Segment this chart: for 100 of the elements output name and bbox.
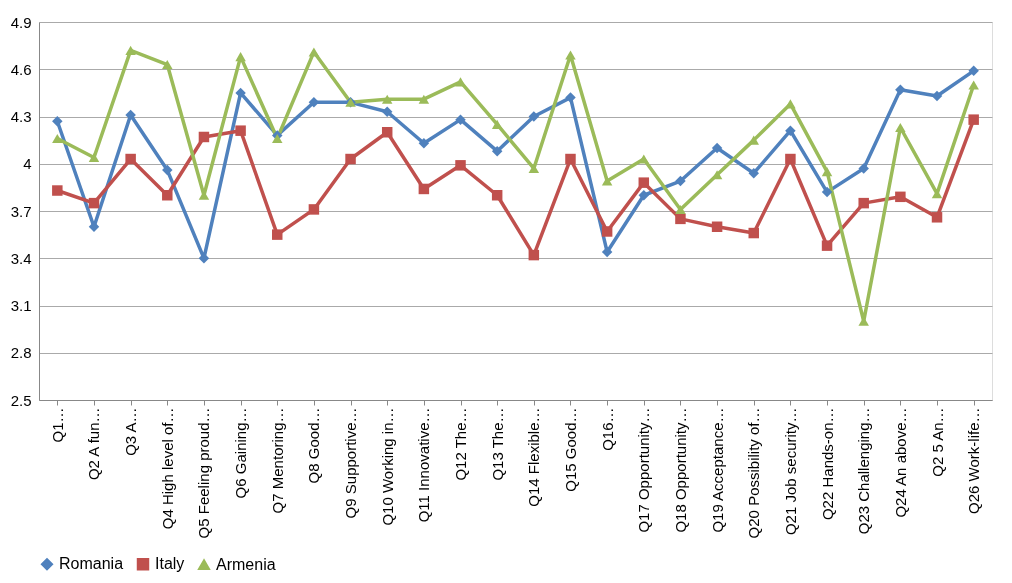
point — [162, 164, 173, 176]
point — [785, 125, 796, 136]
x-tick-label: Q12 The… — [452, 407, 470, 481]
point — [455, 77, 466, 87]
point — [565, 50, 576, 60]
point — [418, 94, 430, 104]
point — [895, 84, 906, 95]
x-tick-label: Q16… — [598, 407, 616, 451]
y-tick-label: 3.1 — [10, 297, 32, 314]
point — [858, 197, 869, 209]
x-tick-label: Q13 The… — [488, 407, 506, 481]
legend-label: Italy — [155, 555, 185, 573]
point — [455, 160, 466, 171]
point — [418, 138, 430, 149]
x-tick-label: Q11 Innovative… — [415, 407, 433, 523]
y-tick-label: 4 — [23, 155, 32, 173]
point — [88, 152, 100, 162]
legend-label: Romania — [59, 555, 124, 573]
point — [895, 191, 906, 203]
point — [931, 90, 943, 102]
point — [968, 114, 979, 125]
x-tick-label: Q3 A… — [122, 407, 140, 456]
point — [638, 190, 650, 201]
y-tick-label: 3.4 — [10, 249, 32, 267]
x-tick-label: Q2 5 An… — [928, 407, 946, 477]
point — [785, 153, 796, 165]
x-tick-label: Q9 Supportive… — [342, 407, 360, 519]
point — [235, 87, 246, 99]
x-tick-label: Q15 Good… — [561, 407, 579, 492]
point — [675, 213, 686, 225]
point — [198, 131, 210, 143]
y-tick-label: 4.9 — [10, 13, 32, 31]
point — [235, 125, 246, 136]
point — [381, 106, 393, 118]
point — [52, 134, 63, 144]
point — [491, 119, 503, 129]
point — [125, 153, 136, 165]
point — [235, 52, 246, 62]
point — [345, 153, 356, 165]
x-tick-label: Q6 Gaining… — [232, 407, 250, 499]
x-tick-label: Q22 Hands-on… — [818, 407, 836, 521]
point — [675, 204, 686, 214]
point — [931, 212, 943, 223]
point — [711, 221, 723, 232]
x-tick-label: Q5 Feeling proud… — [195, 407, 213, 539]
point — [52, 115, 63, 127]
point — [418, 183, 430, 195]
x-tick-label: Q4 High level of… — [158, 407, 176, 530]
point — [125, 109, 136, 121]
point — [748, 227, 759, 239]
y-tick-label: 4.6 — [10, 60, 32, 78]
x-tick-label: Q19 Acceptance… — [708, 407, 726, 533]
point — [601, 246, 613, 258]
y-tick-label: 2.8 — [10, 344, 32, 362]
x-tick-label: Q20 Possibility of… — [745, 407, 763, 539]
point — [125, 45, 136, 55]
point — [162, 59, 173, 70]
y-tick-label: 2.5 — [10, 391, 32, 409]
x-tick-label: Q8 Good… — [305, 407, 323, 484]
point — [381, 127, 393, 138]
x-tick-label: Q17 Opportunity… — [635, 407, 653, 533]
point — [308, 47, 320, 57]
y-tick-label: 3.7 — [10, 202, 32, 220]
point — [455, 114, 466, 125]
point — [565, 153, 576, 165]
x-tick-label: Q23 Challenging… — [855, 407, 873, 535]
point — [968, 80, 979, 90]
point — [858, 163, 869, 174]
point — [821, 186, 833, 198]
point — [821, 240, 833, 251]
point — [895, 122, 906, 133]
x-tick-label: Q10 Working in… — [378, 407, 396, 526]
point — [308, 204, 320, 215]
point — [491, 190, 503, 201]
point — [638, 154, 650, 164]
point — [528, 249, 540, 261]
x-tick-label: Q26 Work-life… — [965, 407, 983, 514]
x-tick-label: Q2 A fun… — [85, 407, 103, 481]
point — [162, 190, 173, 201]
point — [88, 197, 100, 209]
x-tick-label: Q18 Opportunity… — [671, 407, 689, 533]
point — [711, 142, 723, 154]
point — [491, 145, 503, 157]
point — [638, 177, 650, 188]
point — [601, 226, 613, 237]
legend-label: Armenia — [216, 555, 276, 573]
x-tick-label: Q21 Job security… — [781, 407, 799, 536]
point — [381, 94, 393, 104]
point — [748, 167, 759, 179]
x-tick-label: Q14 Flexible… — [525, 407, 543, 507]
point — [272, 134, 283, 144]
point — [968, 65, 979, 77]
point — [528, 163, 540, 174]
x-tick-label: Q24 An above… — [891, 407, 909, 518]
point — [528, 111, 540, 122]
point — [565, 92, 576, 103]
y-tick-label: 4.3 — [10, 108, 32, 125]
point — [785, 99, 796, 109]
point — [601, 176, 613, 186]
point — [821, 167, 833, 177]
